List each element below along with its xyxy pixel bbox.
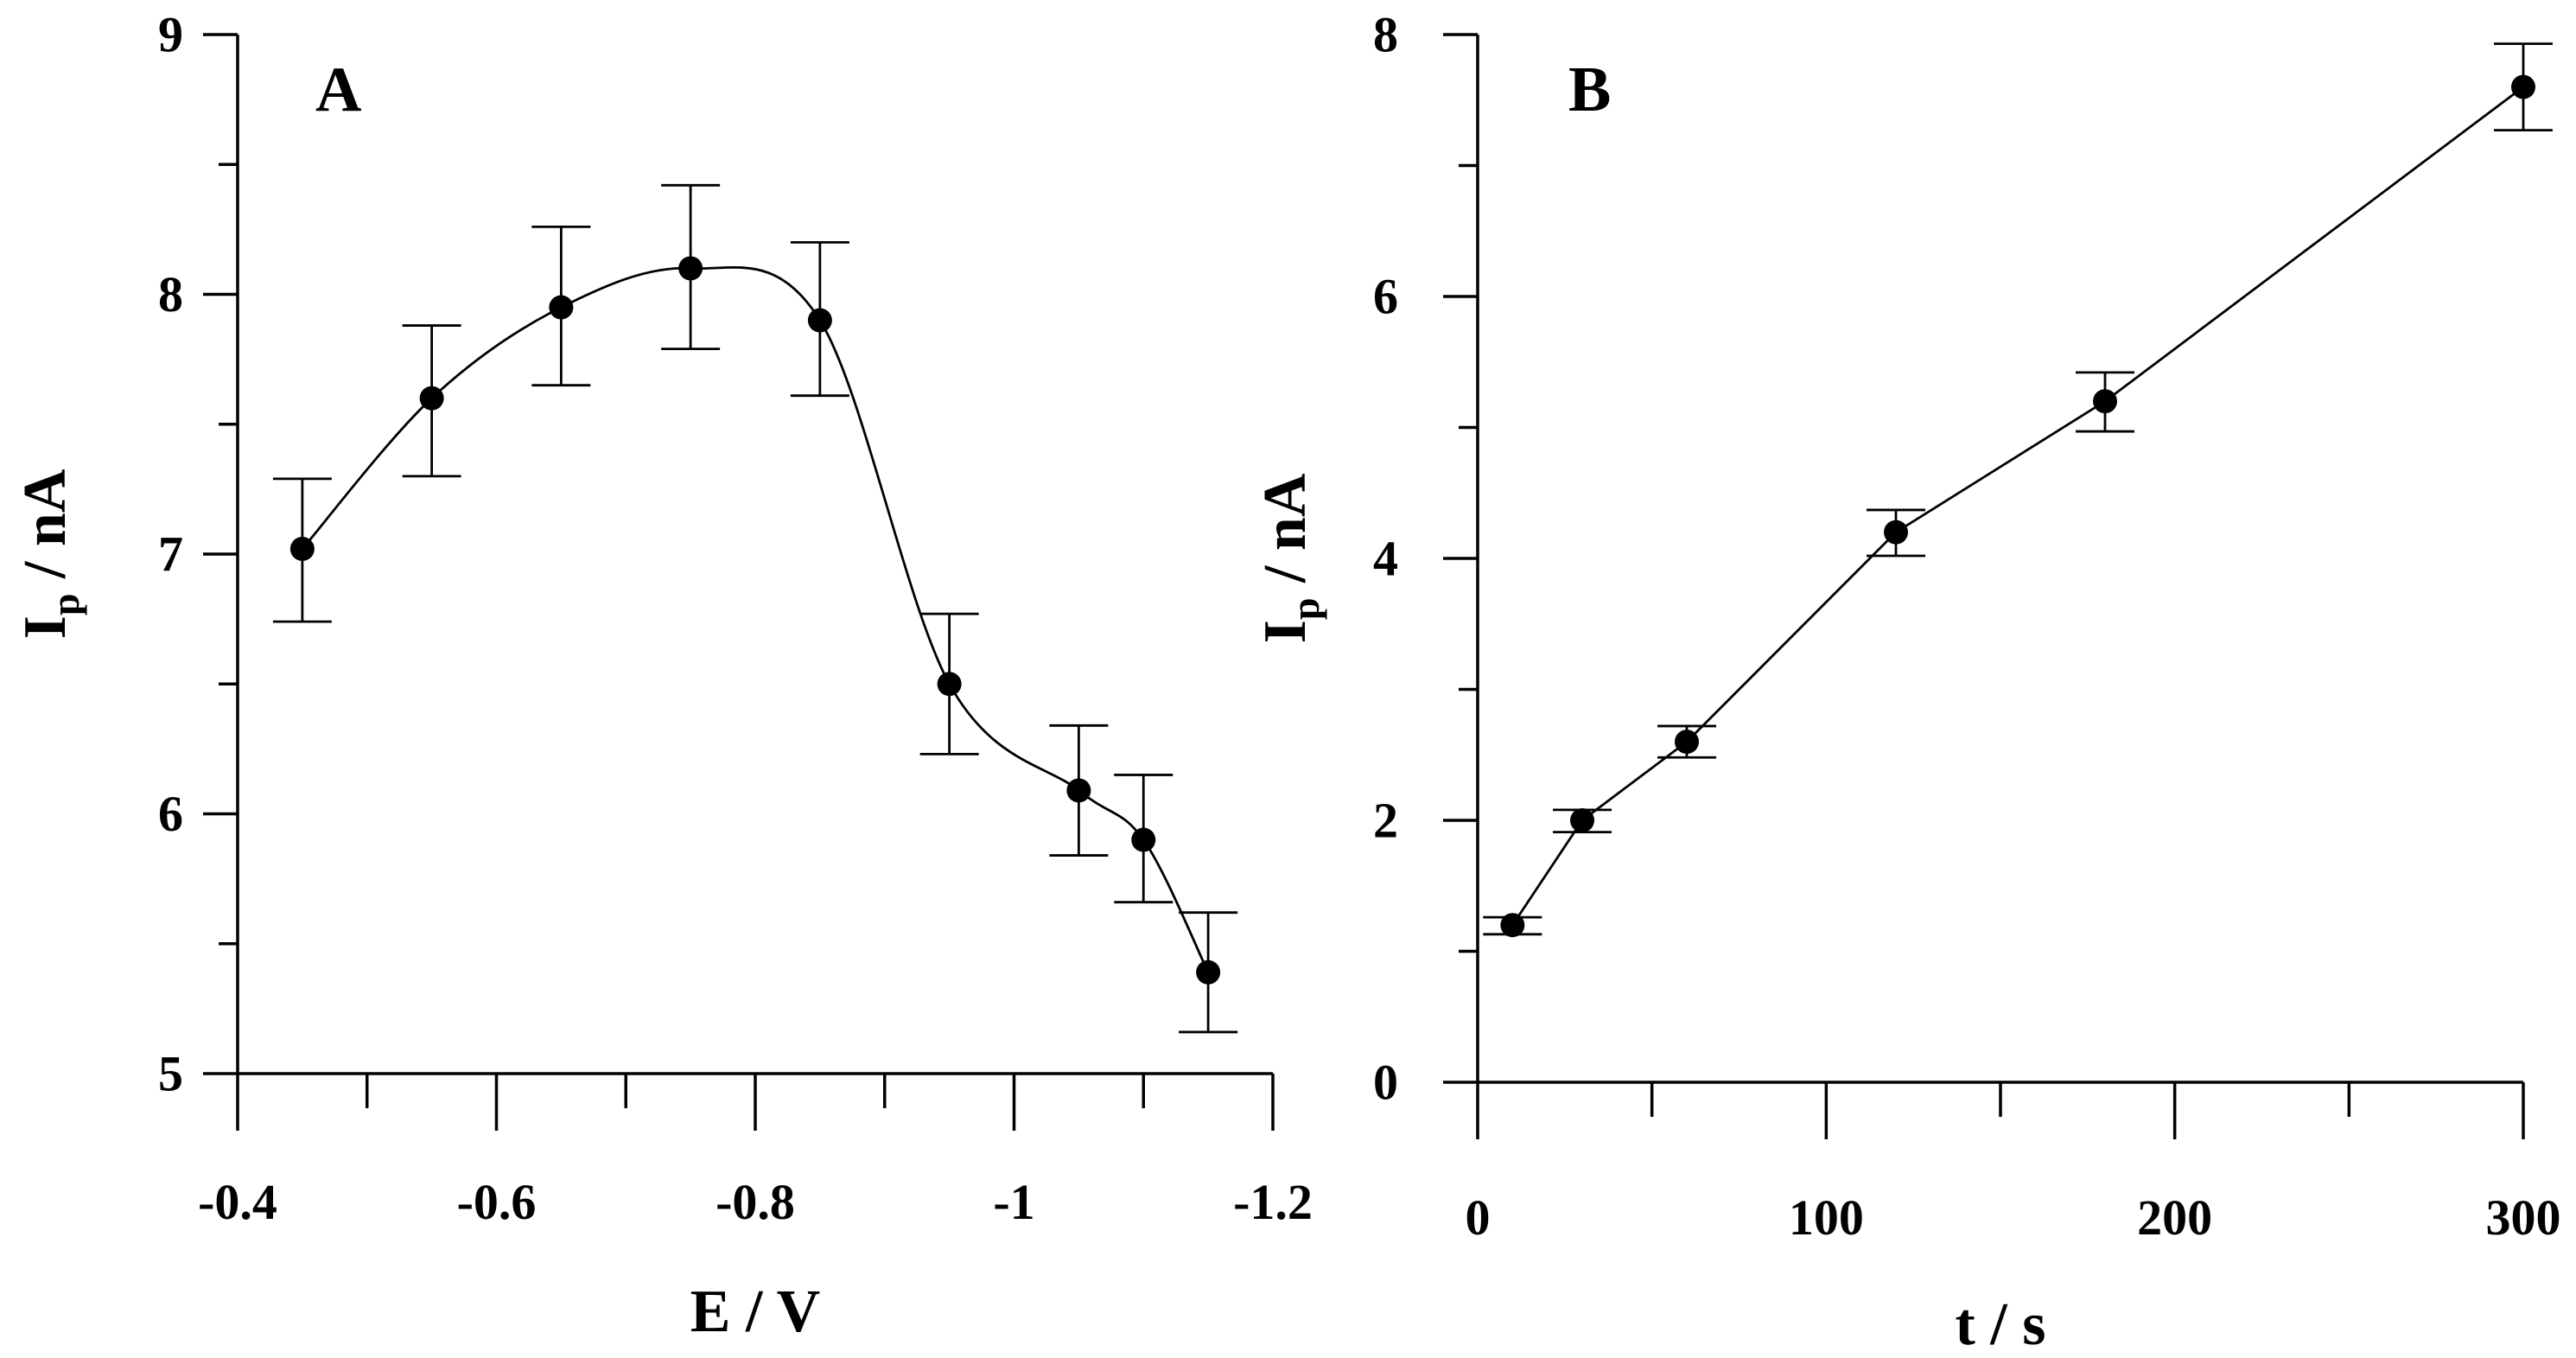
- y-tick-label: 8: [1373, 7, 1398, 63]
- series-curve: [301, 265, 1210, 973]
- y-axis-title: Ip / nA: [12, 469, 87, 639]
- x-tick-label: -1.2: [1233, 1174, 1313, 1230]
- y-axis-title-subscript: p: [1283, 598, 1327, 621]
- data-point: [807, 308, 832, 333]
- y-axis-title-subscript: p: [43, 594, 87, 616]
- y-tick-label: 5: [158, 1046, 183, 1102]
- data-point: [1500, 913, 1525, 938]
- data-point: [2511, 74, 2535, 99]
- data-point: [2093, 389, 2117, 414]
- y-tick-label: 0: [1373, 1055, 1398, 1111]
- y-tick-label: 6: [1373, 269, 1398, 325]
- panel-b: 0 100 200 300 0 2 4 6 8 Bt / s Ip / nA: [1252, 7, 2561, 1358]
- y-tick-label: 2: [1373, 793, 1398, 849]
- x-tick-label: 0: [1466, 1189, 1491, 1246]
- data-point: [1884, 520, 1908, 545]
- x-axis-title: t / s: [1956, 1291, 2046, 1358]
- data-point: [1196, 960, 1221, 985]
- y-axis-title-unit: / nA: [1252, 473, 1319, 597]
- series-line: [1511, 86, 2524, 926]
- panel-a: -0.4 -0.6 -0.8 -1 -1.2 5 6 7 8 9 A E / V Ip / nA: [12, 7, 1313, 1346]
- y-axis-title-main: I: [12, 615, 79, 639]
- data-point: [1131, 827, 1156, 852]
- data-point: [937, 672, 962, 697]
- x-tick-label: -1: [993, 1174, 1034, 1230]
- x-tick-label: -0.8: [716, 1174, 795, 1230]
- panel-letter: B: [1568, 54, 1611, 125]
- y-tick-label: 4: [1373, 531, 1398, 587]
- data-point: [678, 256, 703, 281]
- x-tick-label: 200: [2137, 1189, 2212, 1246]
- y-axis-title-unit: / nA: [12, 469, 79, 593]
- data-point: [289, 536, 315, 561]
- x-tick-label: -0.6: [457, 1174, 537, 1230]
- data-point: [1570, 808, 1594, 832]
- x-axis-title: E / V: [690, 1278, 820, 1345]
- y-tick-label: 9: [158, 7, 183, 63]
- x-tick-label: -0.4: [198, 1174, 277, 1230]
- x-tick-label: 300: [2486, 1189, 2561, 1246]
- y-axis-title: Ip / nA: [1252, 473, 1327, 643]
- data-point: [549, 295, 574, 320]
- data-point: [1675, 730, 1699, 755]
- data-point: [419, 386, 444, 411]
- y-tick-label: 7: [158, 526, 183, 583]
- x-tick-label: 100: [1789, 1189, 1864, 1246]
- y-axis-title-main: I: [1252, 620, 1319, 643]
- panel-letter: A: [315, 54, 361, 125]
- y-tick-label: 8: [158, 266, 183, 322]
- data-point: [1066, 778, 1091, 803]
- y-tick-label: 6: [158, 786, 183, 842]
